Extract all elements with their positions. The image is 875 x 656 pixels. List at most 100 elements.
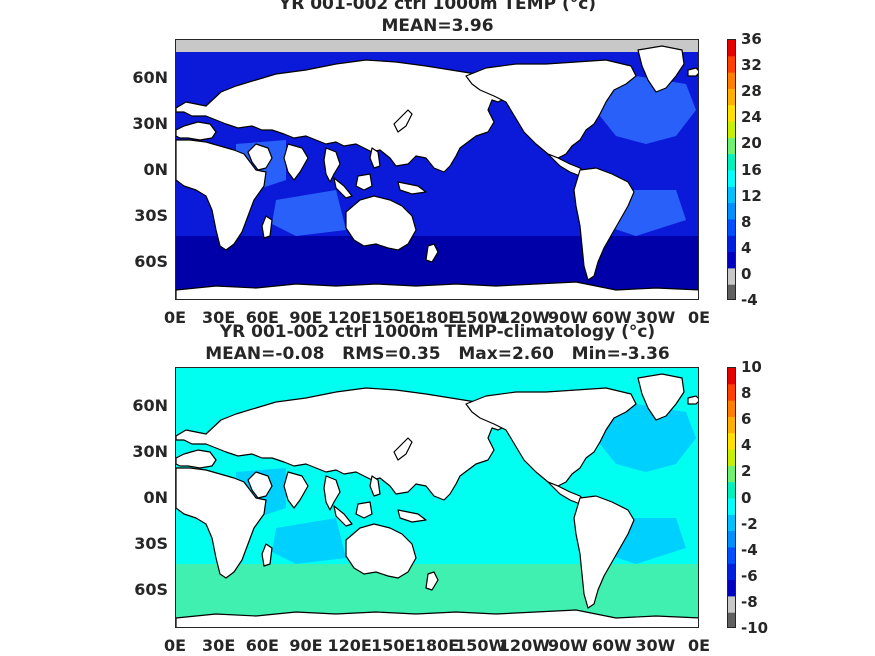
lat-tick-label: 30S [134, 534, 168, 553]
landmass-philippines [369, 475, 381, 497]
landmass-newguinea [397, 181, 427, 195]
colorbar-swatch [728, 235, 735, 253]
landmass-southamerica [573, 167, 635, 281]
colorbar-swatch [728, 72, 735, 90]
landmass-newzealand [425, 243, 439, 263]
landmass-madagascar [261, 215, 273, 239]
lon-tick-label: 60E [245, 636, 279, 655]
colorbar-swatch [728, 40, 735, 57]
colorbar-swatch [728, 268, 735, 286]
colorbar-swatch [728, 384, 735, 402]
lon-tick-label: 0E [687, 636, 711, 655]
landmass-seasia [323, 147, 341, 183]
landmass-greenland [637, 373, 685, 421]
lat-tick-label: 0N [143, 160, 168, 179]
colorbar-swatch [728, 252, 735, 269]
southern-ocean-band [176, 236, 698, 290]
southern-ocean-band [176, 564, 698, 618]
colorbar-swatch [728, 498, 735, 516]
colorbar-swatch [728, 368, 735, 385]
colorbar-swatch [728, 531, 735, 548]
warm-anomaly-patch [272, 518, 346, 564]
colorbar-swatch [728, 121, 735, 139]
landmass-iceland [687, 67, 698, 77]
panel1-map [175, 39, 699, 300]
colorbar-swatch [728, 170, 735, 188]
lon-tick-label: 0E [163, 636, 187, 655]
landmass-borneo [355, 501, 373, 519]
lon-tick-label: 120W [498, 636, 550, 655]
lon-tick-label: 90W [548, 308, 588, 327]
landmass-japan [393, 437, 413, 461]
panel2-title-line2: MEAN=-0.08 RMS=0.35 Max=2.60 Min=-3.36 [205, 344, 670, 364]
colorbar-swatch [728, 56, 735, 74]
landmass-northamerica [465, 387, 637, 487]
landmass-australia [345, 523, 417, 579]
lon-tick-label: 150E [371, 636, 416, 655]
panel2-map [175, 367, 699, 628]
colorbar-tick-label: -2 [741, 514, 758, 533]
lon-tick-label: 60W [591, 308, 632, 327]
landmass-india [283, 471, 309, 509]
landmass-iceland [687, 395, 698, 405]
lat-tick-label: 60S [134, 580, 168, 599]
colorbar-tick-label: -10 [741, 619, 769, 637]
panel1-colorbar [727, 39, 736, 300]
colorbar-tick-label: 0 [741, 264, 752, 283]
colorbar-swatch [728, 203, 735, 220]
colorbar-tick-label: 16 [741, 160, 762, 179]
lon-tick-label: 60E [245, 308, 279, 327]
colorbar-swatch [728, 563, 735, 581]
colorbar-swatch [728, 482, 735, 499]
lon-tick-label: 90E [289, 308, 323, 327]
colorbar-swatch [728, 219, 735, 237]
landmass-eurasia [176, 59, 517, 173]
colorbar-swatch [728, 105, 735, 123]
lon-tick-label: 30E [202, 308, 236, 327]
landmass-india [283, 143, 309, 181]
colorbar-swatch [728, 154, 735, 171]
lon-tick-label: 150W [455, 636, 507, 655]
colorbar-tick-label: 36 [741, 30, 762, 48]
landmass-arabia [247, 471, 273, 499]
colorbar-tick-label: 6 [741, 410, 752, 429]
colorbar-tick-label: 8 [741, 384, 752, 403]
panel1-map-svg [176, 40, 698, 299]
lat-tick-label: 0N [143, 488, 168, 507]
colorbar-tick-label: 0 [741, 488, 752, 507]
colorbar-tick-label: 8 [741, 212, 752, 231]
colorbar-tick-label: -8 [741, 592, 758, 611]
colorbar-tick-label: 28 [741, 82, 762, 101]
colorbar-tick-label: 2 [741, 462, 752, 481]
lon-tick-label: 30W [635, 636, 676, 655]
lon-tick-label: 180E [414, 636, 460, 655]
panel2-title-line1: YR 001-002 ctrl 1000m TEMP-climatology (… [219, 322, 656, 342]
colorbar-swatch [728, 88, 735, 106]
colorbar-tick-label: 32 [741, 56, 762, 75]
colorbar-tick-label: 24 [741, 108, 762, 127]
lon-tick-label: 30E [202, 636, 236, 655]
landmass-antarctica [176, 281, 698, 299]
colorbar-tick-label: 12 [741, 186, 762, 205]
colorbar-tick-label: -4 [741, 540, 758, 559]
panel2-map-svg [176, 368, 698, 627]
colorbar-swatch [728, 465, 735, 483]
colorbar-swatch [728, 514, 735, 532]
landmass-sumatra [333, 177, 353, 199]
landmass-eurasia [176, 387, 517, 501]
landmass-southamerica [573, 495, 635, 609]
lon-tick-label: 60W [591, 636, 632, 655]
colorbar-tick-label: -4 [741, 291, 758, 309]
landmass-seasia [323, 475, 341, 511]
lat-tick-label: 60N [132, 68, 168, 87]
warm-anomaly-patch [586, 404, 696, 472]
colorbar-swatch [728, 433, 735, 451]
landmass-africa [176, 139, 267, 251]
lon-tick-label: 120E [327, 308, 372, 327]
panel1-title-line1: YR 001-002 ctrl 1000m TEMP (°c) [278, 0, 597, 14]
lon-tick-label: 0E [163, 308, 187, 327]
landmass-northamerica [465, 59, 637, 159]
landmass-arabia [247, 143, 273, 171]
landmass-europe_west [176, 449, 217, 469]
colorbar-swatch [728, 596, 735, 614]
